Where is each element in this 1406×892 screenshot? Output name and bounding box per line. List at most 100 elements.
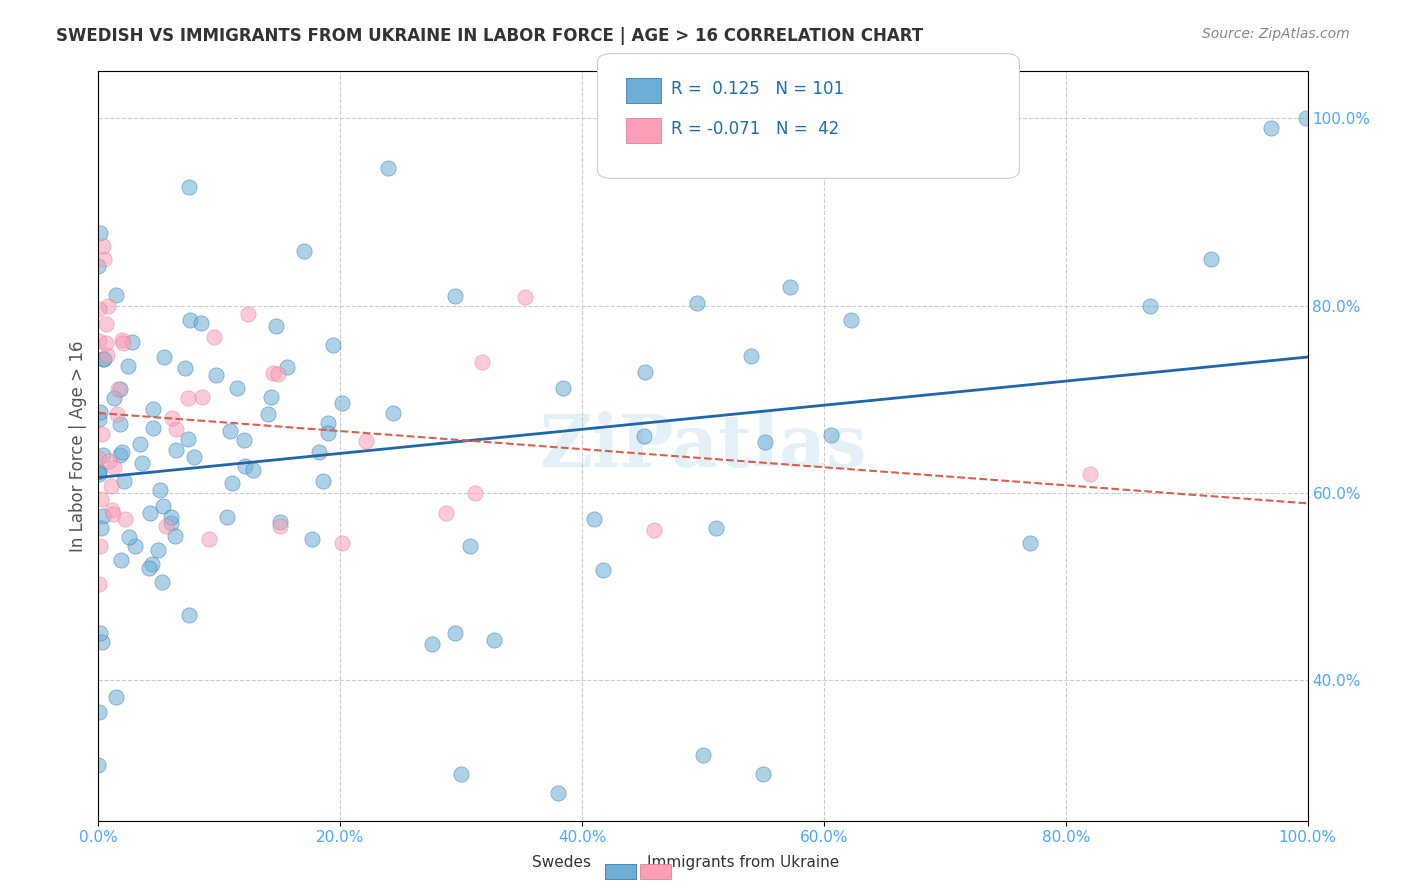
Swedes: [330, 396, 353, 410]
Swedes: [177, 432, 200, 446]
Immigrants from Ukraine: [96, 348, 118, 362]
Swedes: [276, 360, 298, 375]
Swedes: [754, 434, 776, 449]
Immigrants from Ukraine: [1078, 467, 1101, 482]
Swedes: [179, 608, 201, 623]
Swedes: [1260, 120, 1282, 135]
Swedes: [87, 466, 110, 480]
Swedes: [104, 288, 127, 302]
Immigrants from Ukraine: [191, 390, 214, 404]
Swedes: [633, 429, 655, 443]
Immigrants from Ukraine: [269, 519, 291, 533]
Swedes: [256, 407, 278, 421]
Swedes: [90, 521, 112, 535]
Swedes: [87, 259, 110, 273]
Swedes: [292, 244, 315, 258]
Text: Source: ZipAtlas.com: Source: ZipAtlas.com: [1202, 27, 1350, 41]
Swedes: [183, 450, 205, 464]
Immigrants from Ukraine: [100, 479, 122, 493]
Immigrants from Ukraine: [89, 577, 111, 591]
Swedes: [110, 553, 132, 567]
Swedes: [153, 351, 176, 365]
Swedes: [592, 563, 614, 577]
Swedes: [839, 313, 862, 327]
Swedes: [269, 515, 291, 529]
Swedes: [108, 382, 131, 396]
Swedes: [91, 509, 114, 524]
Immigrants from Ukraine: [267, 367, 290, 381]
Swedes: [322, 337, 344, 351]
Immigrants from Ukraine: [114, 511, 136, 525]
Swedes: [90, 634, 112, 648]
Immigrants from Ukraine: [165, 422, 187, 436]
Swedes: [740, 350, 762, 364]
Swedes: [221, 476, 243, 491]
Immigrants from Ukraine: [87, 301, 110, 316]
Swedes: [444, 289, 467, 303]
Swedes: [177, 179, 200, 194]
Swedes: [93, 448, 115, 462]
Immigrants from Ukraine: [434, 506, 457, 520]
Immigrants from Ukraine: [97, 298, 120, 313]
Swedes: [233, 458, 256, 473]
Swedes: [141, 557, 163, 571]
Swedes: [174, 361, 197, 376]
Swedes: [1199, 252, 1222, 266]
Swedes: [160, 509, 183, 524]
Swedes: [111, 444, 134, 458]
Swedes: [104, 690, 127, 704]
Immigrants from Ukraine: [354, 434, 377, 449]
Immigrants from Ukraine: [93, 239, 115, 253]
Swedes: [260, 390, 283, 404]
Immigrants from Ukraine: [177, 391, 200, 405]
Swedes: [312, 474, 335, 488]
Immigrants from Ukraine: [91, 427, 114, 442]
Immigrants from Ukraine: [111, 333, 134, 347]
Swedes: [266, 318, 288, 333]
Swedes: [1139, 298, 1161, 313]
Immigrants from Ukraine: [94, 336, 117, 351]
Swedes: [114, 475, 136, 489]
Swedes: [103, 391, 125, 405]
Swedes: [87, 464, 110, 478]
Immigrants from Ukraine: [94, 317, 117, 331]
Swedes: [117, 359, 139, 374]
Swedes: [142, 401, 165, 416]
Swedes: [160, 516, 183, 531]
Immigrants from Ukraine: [643, 523, 665, 537]
Swedes: [131, 456, 153, 470]
Swedes: [583, 512, 606, 526]
Immigrants from Ukraine: [513, 290, 536, 304]
Swedes: [692, 747, 714, 762]
Swedes: [190, 316, 212, 330]
Swedes: [1295, 112, 1317, 126]
Swedes: [779, 280, 801, 294]
Immigrants from Ukraine: [87, 450, 110, 465]
Swedes: [420, 637, 443, 651]
Swedes: [152, 499, 174, 513]
Swedes: [152, 575, 174, 590]
Swedes: [219, 424, 242, 438]
Text: ZiPatlas: ZiPatlas: [538, 410, 868, 482]
Swedes: [551, 381, 574, 395]
Immigrants from Ukraine: [471, 355, 494, 369]
Swedes: [704, 521, 727, 535]
Text: SWEDISH VS IMMIGRANTS FROM UKRAINE IN LABOR FORCE | AGE > 16 CORRELATION CHART: SWEDISH VS IMMIGRANTS FROM UKRAINE IN LA…: [56, 27, 924, 45]
Text: R = -0.071   N =  42: R = -0.071 N = 42: [671, 120, 839, 138]
Swedes: [301, 532, 323, 546]
Swedes: [225, 380, 247, 394]
Swedes: [146, 543, 169, 558]
Immigrants from Ukraine: [464, 486, 486, 500]
Immigrants from Ukraine: [87, 334, 110, 348]
Immigrants from Ukraine: [89, 539, 111, 553]
Swedes: [87, 412, 110, 426]
Immigrants from Ukraine: [105, 407, 128, 421]
Immigrants from Ukraine: [103, 507, 125, 521]
Swedes: [204, 368, 226, 382]
Swedes: [87, 758, 110, 772]
Swedes: [165, 529, 187, 543]
Swedes: [482, 632, 505, 647]
Text: R =  0.125   N = 101: R = 0.125 N = 101: [671, 80, 844, 98]
Swedes: [87, 705, 110, 719]
Swedes: [318, 416, 340, 430]
